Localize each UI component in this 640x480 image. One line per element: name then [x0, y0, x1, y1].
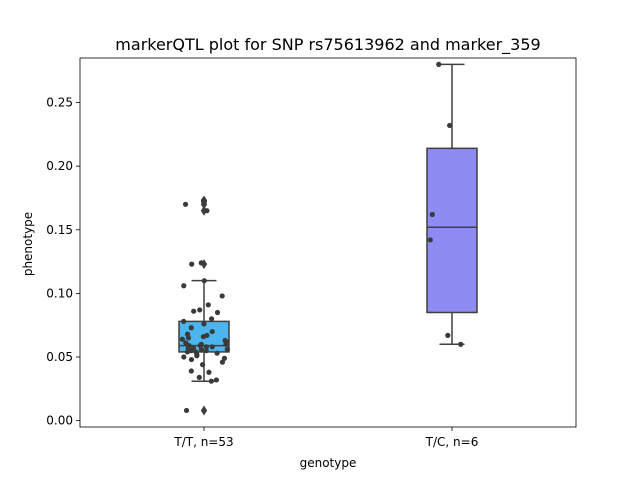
- data-point: [196, 374, 202, 380]
- data-point: [208, 316, 215, 322]
- data-point: [191, 308, 197, 314]
- data-point: [223, 341, 229, 347]
- data-point: [181, 283, 187, 289]
- data-point: [200, 197, 207, 204]
- data-point: [221, 355, 228, 361]
- x-axis-label: genotype: [300, 456, 357, 470]
- y-tick-label: 0.25: [46, 96, 73, 110]
- data-point: [197, 307, 203, 313]
- x-tick-label: T/T, n=53: [173, 435, 233, 449]
- data-point: [181, 354, 187, 360]
- data-point: [199, 362, 206, 368]
- data-point: [189, 261, 195, 267]
- y-tick-label: 0.10: [46, 286, 73, 300]
- data-point: [429, 211, 435, 218]
- data-point: [194, 353, 200, 359]
- y-axis-label: phenotype: [21, 212, 35, 276]
- data-point: [445, 332, 451, 338]
- data-point: [208, 378, 214, 384]
- data-point: [182, 201, 189, 207]
- outlier-marker: [200, 259, 208, 270]
- outlier-marker: [200, 205, 208, 216]
- y-tick-label: 0.05: [46, 350, 73, 364]
- data-point: [198, 260, 204, 266]
- data-point: [219, 293, 225, 299]
- data-point: [183, 407, 190, 414]
- data-point: [209, 344, 215, 350]
- data-point: [201, 321, 207, 327]
- chart-title: markerQTL plot for SNP rs75613962 and ma…: [115, 35, 540, 55]
- data-point: [179, 336, 186, 342]
- data-point: [206, 369, 212, 375]
- data-point: [219, 359, 226, 365]
- data-point: [427, 237, 433, 243]
- data-point: [436, 61, 442, 67]
- y-tick-label: 0.00: [46, 414, 73, 428]
- data-point: [201, 278, 207, 284]
- y-tick-label: 0.20: [46, 159, 73, 173]
- data-point: [188, 325, 194, 331]
- data-point: [447, 122, 453, 129]
- data-point: [198, 346, 204, 352]
- box-iqr: [426, 147, 478, 314]
- x-tick-label: T/C, n=6: [425, 435, 479, 449]
- data-point: [185, 335, 192, 341]
- data-point: [203, 344, 210, 350]
- data-point: [181, 318, 187, 324]
- outlier-marker: [200, 405, 208, 416]
- data-point: [209, 328, 215, 335]
- plot-area: 0.00 0.05 0.10 0.15 0.20 0.25 T/T, n=53 T/C, n=…: [46, 57, 577, 449]
- data-point: [200, 334, 206, 340]
- data-point: [188, 368, 194, 374]
- data-point: [224, 346, 230, 352]
- data-point: [458, 341, 464, 347]
- y-tick-label: 0.15: [46, 223, 73, 237]
- data-point: [203, 348, 209, 354]
- axes-frame: [79, 57, 577, 428]
- data-point: [188, 356, 195, 363]
- data-point: [204, 208, 210, 214]
- data-point: [184, 349, 190, 355]
- data-point: [214, 350, 220, 356]
- data-point: [205, 302, 211, 308]
- data-point: [214, 309, 221, 316]
- data-point: [213, 377, 220, 383]
